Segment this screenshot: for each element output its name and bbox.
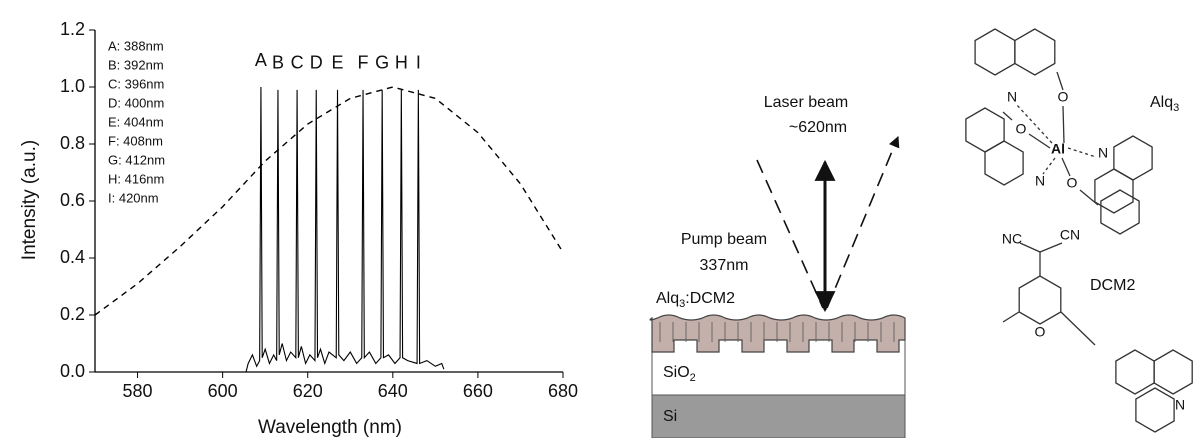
annotation: A: 388nm (108, 38, 164, 53)
annotation: B: 392nm (108, 57, 164, 72)
bond (1067, 147, 1097, 158)
ring (1115, 349, 1155, 395)
bond (1042, 157, 1056, 175)
label-part: Alq (656, 290, 679, 307)
x-tick-label: 600 (208, 381, 238, 401)
y-tick-label: 0.8 (60, 133, 85, 153)
y-tick-label: 0.4 (60, 247, 85, 267)
bond (1060, 311, 1096, 346)
ring (1014, 28, 1056, 76)
label-sub: 3 (1173, 102, 1179, 114)
annotation: D: 400nm (108, 95, 164, 110)
x-tick-label: 680 (548, 381, 578, 401)
peak-label: C (291, 53, 304, 73)
ring (1153, 349, 1193, 395)
peak-label: G (375, 53, 389, 73)
ring (1094, 168, 1134, 214)
reflected-beam (826, 135, 900, 309)
dcm2-name: DCM2 (1090, 277, 1135, 294)
pump-beam (756, 159, 824, 309)
ring (1018, 275, 1062, 325)
laser-wavelength: ~620nm (789, 119, 847, 136)
atom-label: Al (1051, 141, 1065, 157)
si-layer (651, 394, 906, 438)
peak-label: I (416, 53, 421, 73)
atom-label: O (1058, 89, 1069, 105)
grating-layer (649, 314, 906, 353)
annotation: G: 412nm (108, 152, 165, 167)
bond (1056, 71, 1064, 91)
layer-label: Alq3:DCM2 (656, 290, 735, 310)
bond (1019, 242, 1041, 253)
label-part: :DCM2 (685, 290, 735, 307)
bond (1015, 103, 1053, 144)
bond (1028, 133, 1051, 149)
laser-label: Laser beam (764, 94, 849, 111)
ring (965, 107, 1005, 153)
group-label: CN (1060, 227, 1080, 243)
annotation: C: 396nm (108, 76, 164, 91)
sio2-layer (651, 339, 906, 396)
x-tick-label: 620 (293, 381, 323, 401)
molecules: Alq3 DCM2 Al N O O N N O NC CN O N (965, 28, 1193, 433)
pump-wavelength: 337nm (700, 257, 749, 274)
si-label: Si (663, 408, 677, 425)
label-part: SiO (663, 364, 690, 381)
y-tick-label: 0.2 (60, 304, 85, 324)
y-axis-label: Intensity (a.u.) (19, 140, 40, 260)
annotation: H: 416nm (108, 171, 164, 186)
data-line (245, 86, 445, 373)
ring (1100, 189, 1140, 235)
x-axis-label: Wavelength (nm) (258, 417, 402, 438)
pump-label: Pump beam (681, 231, 767, 248)
bond (1002, 311, 1020, 323)
peak-label: B (272, 53, 284, 73)
bond (1062, 105, 1065, 144)
atom-label: O (1035, 324, 1046, 340)
y-tick-label: 0.6 (60, 190, 85, 210)
bond (1079, 189, 1099, 206)
data-line (94, 86, 564, 316)
peak-label: F (358, 53, 369, 73)
atom-label: N (1175, 397, 1185, 413)
y-tick-label: 1.2 (60, 19, 85, 39)
atom-label: O (1016, 121, 1027, 137)
sio2-label: SiO2 (663, 364, 696, 384)
atom-label: N (1007, 89, 1017, 105)
bond (1002, 111, 1013, 121)
y-tick-label: 0.0 (60, 361, 85, 381)
grating-shape (649, 314, 906, 353)
peak-label: E (332, 53, 344, 73)
ring (1135, 387, 1175, 433)
ring (984, 140, 1024, 186)
x-tick-label: 580 (123, 381, 153, 401)
bond (1039, 242, 1063, 253)
label-sub: 3 (679, 298, 685, 310)
annotation: E: 404nm (108, 114, 164, 129)
atom-label: N (1098, 145, 1108, 161)
annotation: F: 408nm (108, 133, 163, 148)
label-sub: 2 (690, 372, 696, 384)
atom-label: N (1035, 173, 1045, 189)
device-diagram: Si SiO2 Alq3:DCM2 Laser beam ~620nm Pump… (649, 94, 906, 438)
label-part: Alq (1150, 94, 1173, 111)
y-tick-label: 1.0 (60, 76, 85, 96)
peak-label: A (255, 50, 267, 70)
annotation: I: 420nm (108, 190, 159, 205)
ring (974, 28, 1016, 76)
peak-label: D (310, 53, 323, 73)
bond (1061, 157, 1071, 177)
alq3-name: Alq3 (1150, 94, 1179, 114)
x-tick-label: 640 (378, 381, 408, 401)
group-label: NC (1002, 231, 1022, 247)
x-tick-label: 660 (463, 381, 493, 401)
atom-label: O (1067, 175, 1078, 191)
ring (1113, 135, 1153, 181)
peak-label: H (395, 53, 408, 73)
